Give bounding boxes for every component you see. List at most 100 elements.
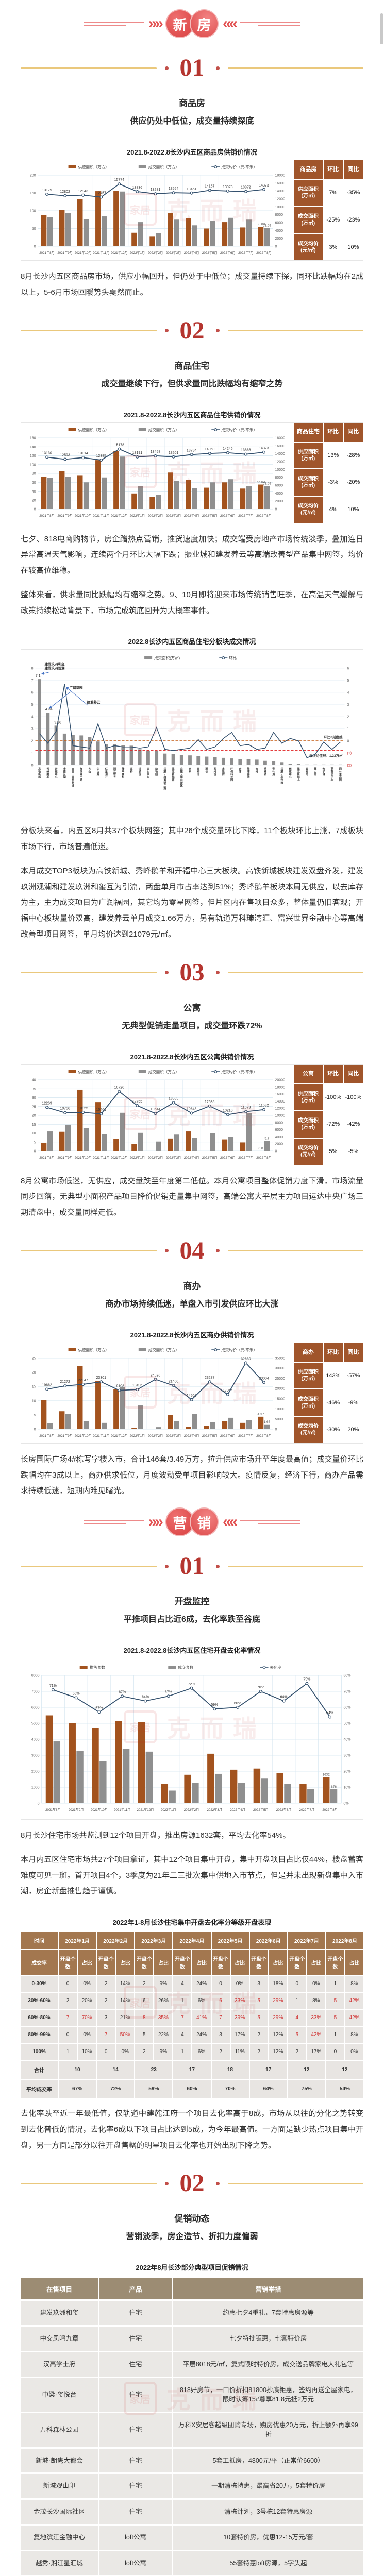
grade-table-cell: 开盘个数 xyxy=(211,1950,230,1975)
svg-text:55.03: 55.03 xyxy=(257,480,265,484)
grade-table-cell: 7 xyxy=(59,2010,77,2026)
grade-table-cell: 合计 xyxy=(21,2061,58,2079)
grade-table-cell: 24% xyxy=(192,2027,211,2043)
grade-table-cell: 14% xyxy=(116,1993,135,2009)
promo-table-cell: 营销举措 xyxy=(173,2278,363,2300)
side-table-cell: 商品住宅 xyxy=(294,422,323,442)
c3-plot: 0 5 10 15 20 25 30 35 40 0 2000 4000 6000 8000 10000 12… xyxy=(21,1065,294,1165)
svg-text:3: 3 xyxy=(347,703,349,707)
promo-table-cell: 在售项目 xyxy=(21,2278,98,2300)
svg-text:2021年10月: 2021年10月 xyxy=(75,1156,92,1160)
svg-text:8000: 8000 xyxy=(275,476,283,480)
side-table-cell: -9% xyxy=(348,1399,359,1406)
svg-text:4.34: 4.34 xyxy=(45,708,53,711)
section-number: 01 xyxy=(179,1552,205,1580)
grade-table-cell: 7 xyxy=(211,2010,230,2026)
svg-text:5: 5 xyxy=(34,1414,36,1417)
svg-text:6: 6 xyxy=(347,667,349,671)
section-subtitle: 成交量继续下行，但供求量同比跌幅均有缩窄之势 xyxy=(101,379,283,388)
scrollbar-thumb[interactable] xyxy=(380,13,383,44)
grade-table-cell: 0% xyxy=(78,1976,96,1992)
grade-table-cell: 24% xyxy=(192,1976,211,1992)
svg-text:广润福园: 广润福园 xyxy=(70,685,84,690)
grade-table-cell: 59% xyxy=(135,2080,173,2098)
svg-text:23301: 23301 xyxy=(96,1376,107,1380)
svg-text:2000: 2000 xyxy=(31,1770,40,1774)
grade-table-cell: 0% xyxy=(307,1976,325,1992)
svg-text:10000: 10000 xyxy=(275,206,286,209)
svg-text:20: 20 xyxy=(32,499,36,502)
svg-text:14373: 14373 xyxy=(259,446,269,450)
svg-text:2022年3月: 2022年3月 xyxy=(166,1434,181,1438)
grade-table-cell: 4 xyxy=(288,2010,306,2026)
svg-text:7: 7 xyxy=(31,679,34,683)
svg-text:30%: 30% xyxy=(344,1754,351,1758)
badge-circle-1: 营 xyxy=(165,1507,194,1536)
svg-text:5: 5 xyxy=(31,703,34,707)
svg-text:19496: 19496 xyxy=(132,1384,143,1387)
svg-text:2022年8月: 2022年8月 xyxy=(256,1156,272,1160)
grade-table-cell: 3 xyxy=(249,1976,268,1992)
svg-text:35000: 35000 xyxy=(275,1357,286,1360)
side-table-cell: -23% xyxy=(346,216,360,223)
promo-table-cell: loft公寓 xyxy=(99,2551,172,2575)
c1-plot: 0 50 100 150 200 0 2000 4000 6000 8000 10000 12000 1… xyxy=(21,160,294,260)
promo-table-cell: 越秀·湘江星汇城 xyxy=(21,2551,98,2575)
svg-text:1.67: 1.67 xyxy=(264,1420,271,1424)
svg-text:5: 5 xyxy=(34,1141,36,1144)
section-subtitle: 商办市场持续低迷，单盘入市引发供应环比大涨 xyxy=(105,1299,279,1309)
svg-text:尚东: 尚东 xyxy=(189,767,191,773)
paragraph: 长房国际广场4#栋写字楼入市，合计146套/3.49万方，拉升供应市场升至年度最… xyxy=(21,1454,363,1496)
svg-text:14373: 14373 xyxy=(259,184,269,188)
grade-table-cell: 80%-99% xyxy=(21,2027,58,2043)
svg-text:12635: 12635 xyxy=(205,1100,215,1104)
svg-text:谷山: 谷山 xyxy=(88,767,91,773)
grade-table-cell: 50% xyxy=(116,2027,135,2043)
grade-table-cell: 开盘个数 xyxy=(249,1950,268,1975)
side-table-cell: 7% xyxy=(329,190,338,196)
absorption-grade-table: 时间 2022年1月 2022年2月 2022年3月 2022年4月 2022年5月 202… xyxy=(21,1932,363,2098)
svg-text:成交均价（元/平米）: 成交均价（元/平米） xyxy=(221,427,257,432)
svg-text:0: 0 xyxy=(347,740,349,743)
grade-table-cell: 6 xyxy=(211,1993,230,2009)
chevrons-left-icon: «« xyxy=(223,1513,238,1530)
section-badge-newhouse: »» 新 房 «« xyxy=(21,9,363,38)
svg-text:64%: 64% xyxy=(280,1696,288,1699)
svg-text:大王山文旅新城: 大王山文旅新城 xyxy=(71,767,75,787)
chart-title: 2021.8-2022.8长沙内五区商品住宅供销价情况 xyxy=(123,411,261,419)
chart-title: 2021.8-2022.8长沙内五区商品房供销价情况 xyxy=(127,148,257,156)
side-table-cell: 公寓 xyxy=(294,1064,323,1083)
grade-table-cell: 6 xyxy=(135,1993,154,2009)
paragraph: 分板块来看，内五区8月共37个板块网签；其中26个成交量环比下降，11个板块环比… xyxy=(21,826,363,851)
svg-text:18000: 18000 xyxy=(275,174,286,178)
grade-table-cell: 64% xyxy=(249,2080,287,2098)
side-table-cell: 3% xyxy=(329,244,338,250)
svg-text:10: 10 xyxy=(32,1399,36,1403)
badge-ornament-left xyxy=(83,22,144,26)
svg-text:0: 0 xyxy=(275,1428,277,1431)
svg-text:5.7: 5.7 xyxy=(264,1137,269,1140)
svg-text:环保科技园: 环保科技园 xyxy=(230,767,233,782)
svg-text:60%: 60% xyxy=(234,1702,241,1705)
svg-text:13201: 13201 xyxy=(169,451,179,454)
svg-text:64%: 64% xyxy=(142,1696,149,1699)
badge-circle-1: 新 xyxy=(165,9,194,38)
svg-text:0.0: 0.0 xyxy=(258,1147,263,1150)
section-subtitle: 无典型促销走量项目，成交量环跌72% xyxy=(122,1021,262,1030)
grade-table-cell: 2 xyxy=(249,2027,268,2043)
grade-table-cell: 6% xyxy=(192,2044,211,2060)
badge-circle-2: 房 xyxy=(190,9,219,38)
svg-text:2022年1月: 2022年1月 xyxy=(130,1434,145,1438)
svg-text:高铁新城: 高铁新城 xyxy=(38,767,41,779)
c1-side-table: 商品房 环比 同比 供应面积 (万㎡) 7% -35% 成交面积 (万㎡) -25% -23% 成… xyxy=(294,160,363,260)
promotion-table: 在售项目 产品 营销举措 建发玖洲和玺 住宅 约惠七夕4重礼，7套特惠房源等 中交凤鸣九章住… xyxy=(21,2278,363,2576)
svg-text:成交均价（元/平米）: 成交均价（元/平米） xyxy=(221,1347,257,1352)
grade-table-cell: 1 xyxy=(288,1993,306,2009)
chart-commercial-office: 0 5 10 15 20 25 0 5000 10000 15000 20000 25000 30000… xyxy=(21,1342,363,1444)
c2-side-table: 商品住宅 环比 同比 供应面积 (万㎡) 13% -28% 成交面积 (万㎡) -3% -20%… xyxy=(294,422,363,523)
grade-table-cell: 0% xyxy=(345,2044,363,2060)
promo-table-cell: 金茂长沙国际社区 xyxy=(21,2500,98,2524)
section-subtitle: 平推项目占比近6成，去化率跌至谷底 xyxy=(124,1615,260,1624)
svg-text:35: 35 xyxy=(32,1087,36,1091)
svg-text:动物园: 动物园 xyxy=(155,767,158,776)
